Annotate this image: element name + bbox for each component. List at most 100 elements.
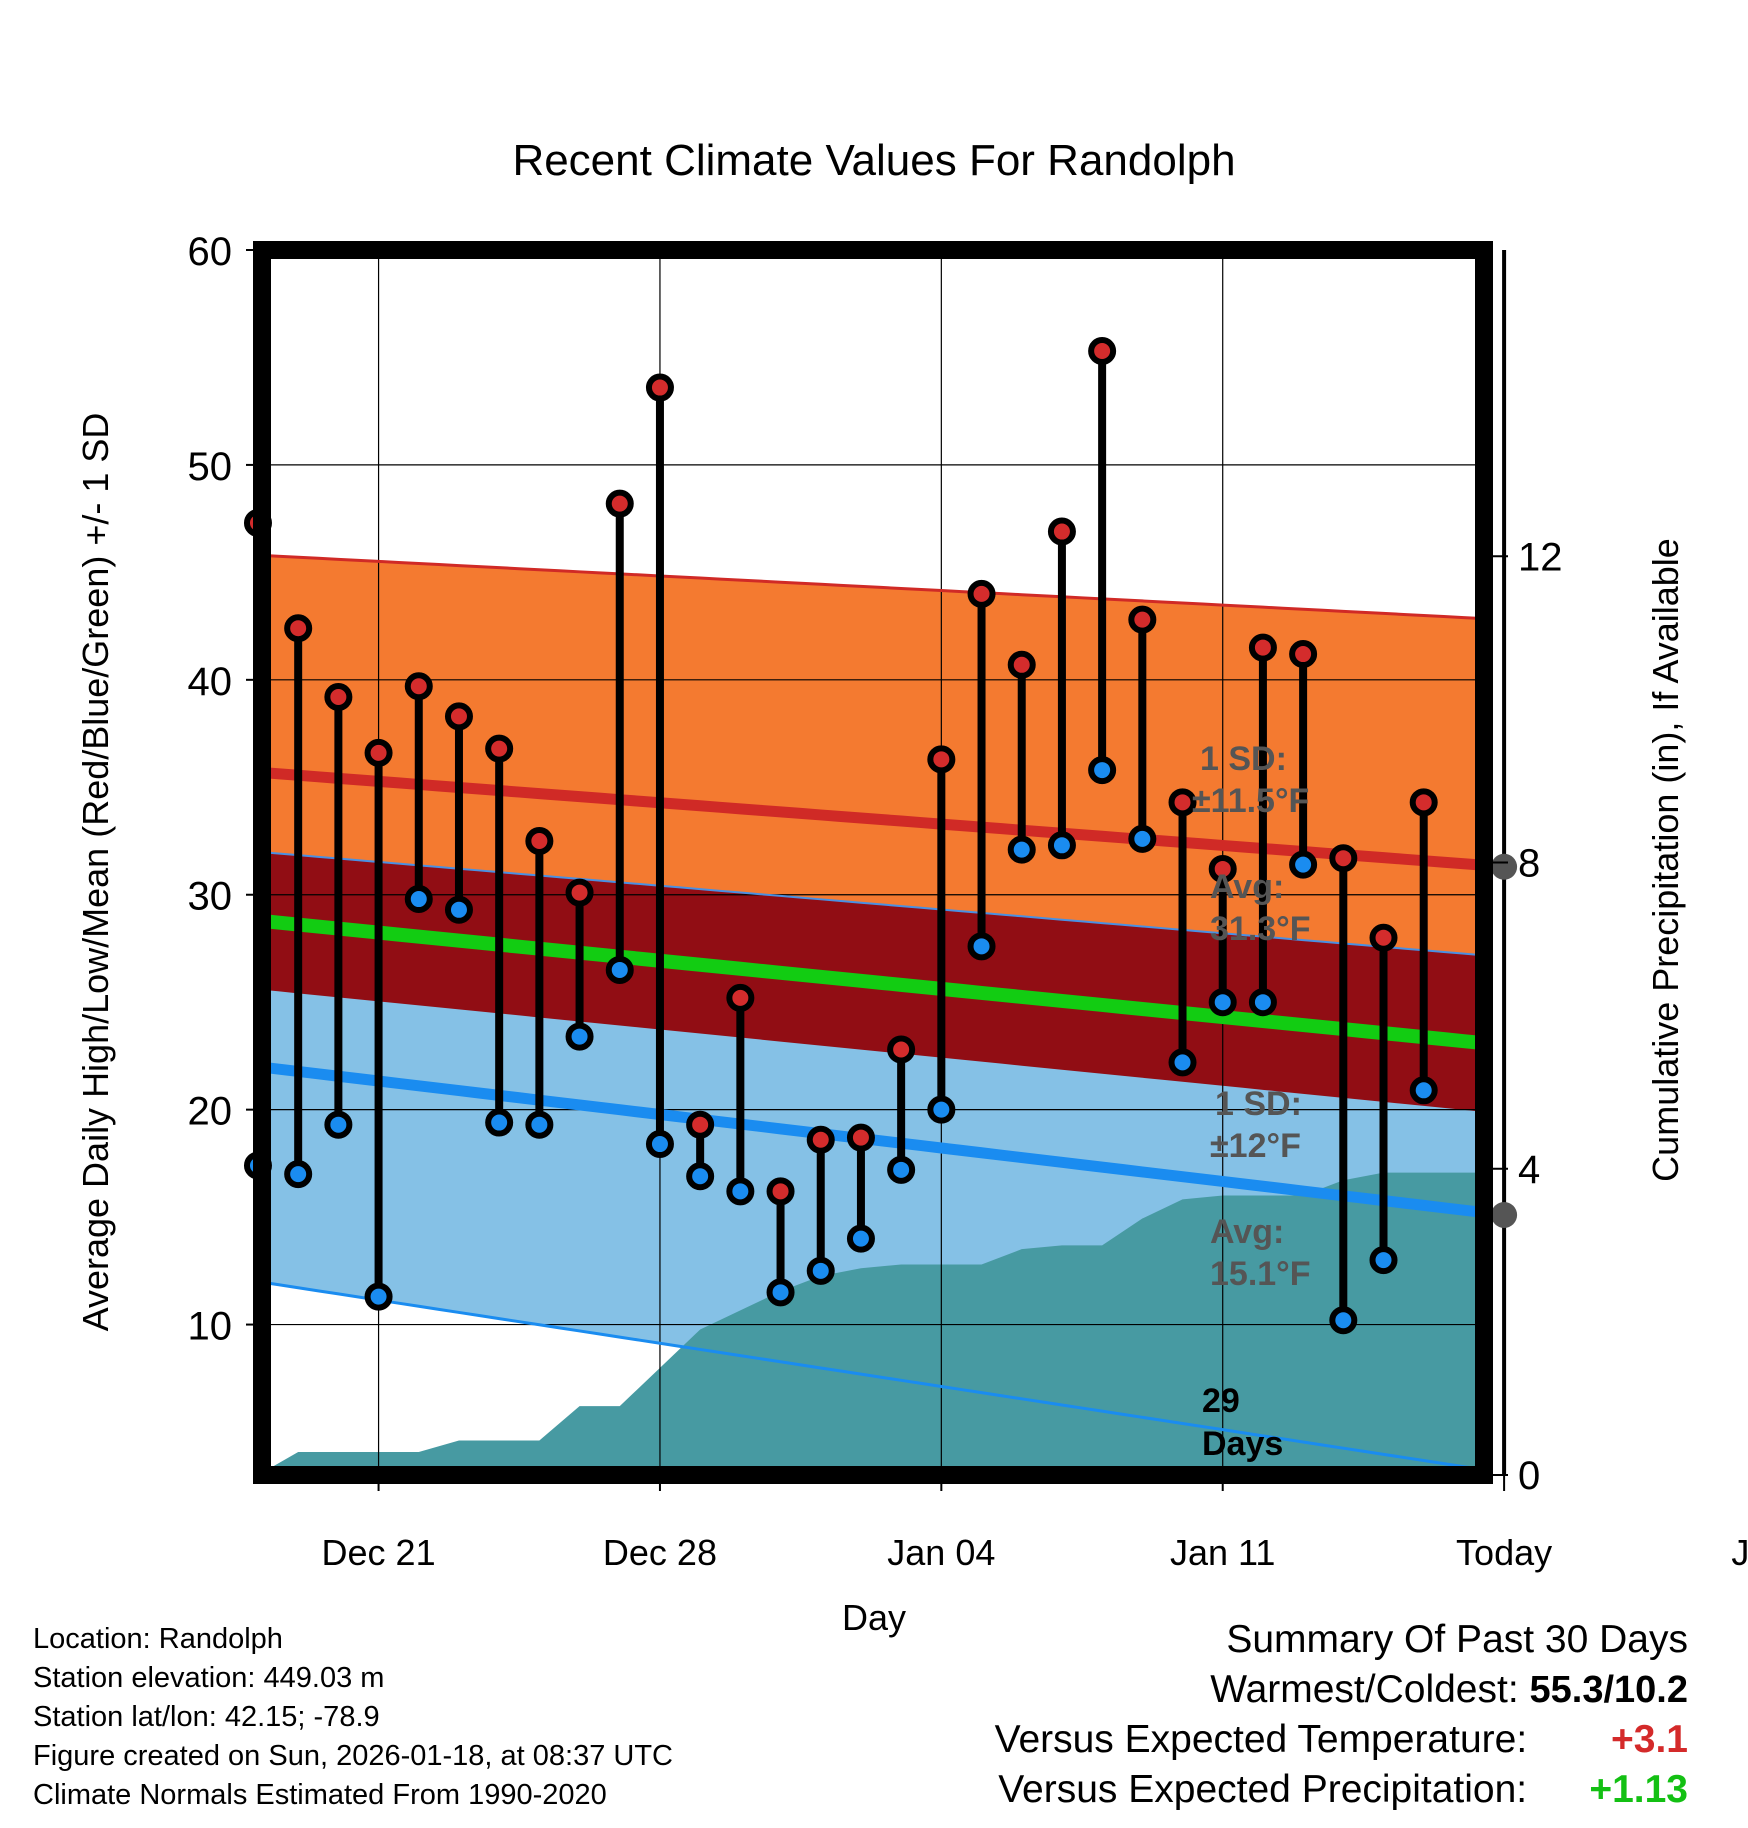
- low-lower-sd-line: [262, 1280, 1484, 1472]
- y-tick-label: 60: [188, 230, 233, 274]
- x-tick-label: Dec 21: [322, 1532, 436, 1573]
- daily-high-point: [1168, 788, 1197, 817]
- daily-high-point: [1047, 517, 1076, 546]
- daily-high-point: [1007, 650, 1036, 679]
- daily-range-bars: [243, 337, 1438, 1335]
- daily-high-point: [927, 745, 956, 774]
- high-sd-label: 1 SD:: [1200, 740, 1287, 778]
- daily-low-point: [364, 1282, 393, 1311]
- normals-text: Climate Normals Estimated From 1990-2020: [33, 1779, 607, 1811]
- x-tick-label: Today: [1456, 1532, 1552, 1573]
- x-axis-label: Day: [842, 1597, 906, 1638]
- today-high-normal-dot: [1491, 853, 1518, 880]
- low-avg-value: 15.1°F: [1210, 1255, 1311, 1293]
- daily-low-point: [1088, 756, 1117, 785]
- latlon-text: Station lat/lon: 42.15; -78.9: [33, 1701, 380, 1733]
- daily-low-point: [846, 1224, 875, 1253]
- daily-low-point: [806, 1256, 835, 1285]
- precip-label: Versus Expected Precipitation:: [998, 1768, 1528, 1811]
- summary-temp-row: Versus Expected Temperature: +3.1: [995, 1715, 1688, 1765]
- daily-high-point: [1289, 640, 1318, 669]
- high-avg-label: Avg:: [1210, 868, 1284, 906]
- summary-warmcold-row: Warmest/Coldest: 55.3/10.2: [995, 1665, 1688, 1715]
- daily-low-point: [726, 1177, 755, 1206]
- low-avg-label: Avg:: [1210, 1213, 1284, 1251]
- y-tick-label: 50: [188, 445, 233, 489]
- daily-high-point: [1409, 788, 1438, 817]
- high-upper-sd-line: [262, 553, 1484, 621]
- x-tick-label: Jan 25: [1731, 1532, 1748, 1573]
- daily-high-point: [726, 983, 755, 1012]
- y-axis-label: Average Daily High/Low/Mean (Red/Blue/Gr…: [75, 413, 116, 1332]
- y2-tick-label: 4: [1518, 1148, 1540, 1192]
- normal-annotations: 1 SD: ±11.5°F Avg: 31.3°F 1 SD: ±12°F Av…: [1192, 740, 1311, 1463]
- daily-low-point: [1289, 850, 1318, 879]
- created-text: Figure created on Sun, 2026-01-18, at 08…: [33, 1740, 673, 1772]
- days-word: Days: [1202, 1425, 1283, 1463]
- y2-tick-label: 8: [1518, 842, 1540, 886]
- daily-high-point: [1088, 337, 1117, 366]
- location-text: Location: Randolph: [33, 1623, 283, 1655]
- daily-low-point: [1128, 824, 1157, 853]
- daily-high-point: [364, 738, 393, 767]
- daily-low-point: [1248, 988, 1277, 1017]
- daily-low-point: [605, 955, 634, 984]
- y-tick-label: 20: [188, 1090, 233, 1134]
- daily-high-point: [1369, 923, 1398, 952]
- daily-low-point: [1369, 1246, 1398, 1275]
- daily-high-point: [284, 614, 313, 643]
- days-count: 29: [1202, 1382, 1240, 1420]
- daily-high-point: [444, 702, 473, 731]
- daily-high-point: [846, 1123, 875, 1152]
- warmcold-value: 55.3/10.2: [1529, 1669, 1688, 1711]
- daily-low-point: [887, 1155, 916, 1184]
- daily-high-point: [1248, 633, 1277, 662]
- temp-label: Versus Expected Temperature:: [994, 1718, 1528, 1761]
- daily-high-point: [485, 734, 514, 763]
- daily-low-point: [525, 1110, 554, 1139]
- low-sd-label: 1 SD:: [1215, 1085, 1302, 1123]
- temp-value: +3.1: [1611, 1718, 1688, 1761]
- daily-high-point: [686, 1110, 715, 1139]
- daily-low-point: [444, 895, 473, 924]
- daily-high-point: [1128, 605, 1157, 634]
- summary-title: Summary Of Past 30 Days: [1226, 1618, 1688, 1661]
- low-sd-value: ±12°F: [1210, 1127, 1301, 1165]
- daily-low-point: [565, 1022, 594, 1051]
- summary-panel: Summary Of Past 30 Days Warmest/Coldest:…: [995, 1615, 1688, 1815]
- cumulative-precip-area: [262, 1172, 1484, 1475]
- daily-low-point: [284, 1160, 313, 1189]
- daily-low-point: [645, 1130, 674, 1159]
- daily-low-point: [1168, 1048, 1197, 1077]
- today-low-normal-dot: [1491, 1201, 1518, 1228]
- chart-title: Recent Climate Values For Randolph: [512, 136, 1235, 185]
- y-tick-label: 40: [188, 660, 233, 704]
- daily-high-point: [645, 373, 674, 402]
- daily-low-point: [324, 1110, 353, 1139]
- daily-high-point: [967, 579, 996, 608]
- normal-mean-line: [262, 913, 1484, 1051]
- summary-precip-row: Versus Expected Precipitation: +1.13: [995, 1765, 1688, 1815]
- warmcold-label: Warmest/Coldest:: [1210, 1668, 1519, 1711]
- x-tick-label: Jan 11: [1170, 1532, 1275, 1573]
- daily-high-point: [806, 1125, 835, 1154]
- y2-tick-label: 0: [1518, 1454, 1540, 1498]
- axes: 10 20 30 40 50 60 0 4 8 12 Dec 21 Dec 28 Jan 04 Jan 1…: [188, 230, 1748, 1573]
- daily-low-point: [967, 932, 996, 961]
- high-sd-value: ±11.5°F: [1192, 782, 1309, 820]
- precip-area: [262, 1172, 1484, 1475]
- daily-low-point: [404, 885, 433, 914]
- x-tick-label: Dec 28: [603, 1532, 717, 1573]
- y-tick-label: 10: [188, 1305, 233, 1349]
- daily-low-point: [1329, 1306, 1358, 1335]
- daily-low-point: [927, 1095, 956, 1124]
- daily-high-point: [766, 1177, 795, 1206]
- daily-high-point: [404, 672, 433, 701]
- daily-low-point: [1047, 831, 1076, 860]
- daily-high-point: [887, 1035, 916, 1064]
- high-avg-value: 31.3°F: [1210, 910, 1311, 948]
- daily-low-point: [1208, 988, 1237, 1017]
- y-tick-label: 30: [188, 875, 233, 919]
- y2-axis-label: Cumulative Precipitation (in), If Availa…: [1645, 538, 1686, 1182]
- daily-low-point: [686, 1162, 715, 1191]
